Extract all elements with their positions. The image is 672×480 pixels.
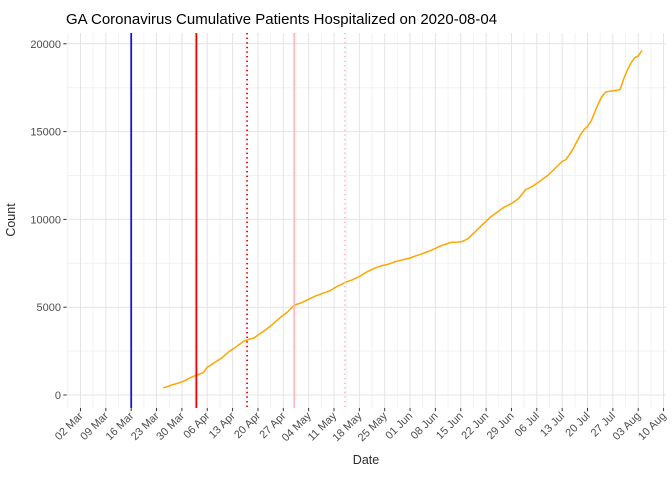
- y-axis-title: Count: [4, 203, 18, 237]
- x-tick-label: 30 Mar: [154, 410, 187, 443]
- reference-lines-layer: [130, 33, 346, 408]
- gridlines: [66, 33, 666, 408]
- y-tick-label: 10000: [30, 214, 61, 226]
- series-line-cumulative-patients-hospitalized: [163, 50, 643, 389]
- x-axis-title: Date: [353, 453, 379, 467]
- x-tick-label: 20 Apr: [232, 410, 263, 441]
- chart-title: GA Coronavirus Cumulative Patients Hospi…: [66, 11, 497, 28]
- x-tick-label: 25 May: [356, 410, 390, 444]
- y-tick-label: 5000: [37, 302, 61, 314]
- x-tick-label: 10 Aug: [636, 410, 669, 443]
- y-tick-label: 20000: [30, 39, 61, 51]
- x-tick-label: 22 Jun: [459, 410, 491, 442]
- x-tick-label: 13 Jul: [538, 410, 567, 439]
- x-tick-label: 20 Jul: [563, 410, 592, 439]
- y-tick-label: 0: [55, 390, 61, 402]
- x-tick-label: 06 Jul: [513, 410, 542, 439]
- x-tick-label: 01 Jun: [383, 410, 415, 442]
- x-tick-label: 15 Jun: [434, 410, 466, 442]
- x-tick-label: 06 Apr: [181, 410, 212, 441]
- x-tick-label: 13 Apr: [207, 410, 238, 441]
- data-series-layer: [163, 50, 643, 389]
- y-tick-label: 15000: [30, 127, 61, 139]
- x-tick-label: 29 Jun: [485, 410, 517, 442]
- x-tick-label: 08 Jun: [409, 410, 441, 442]
